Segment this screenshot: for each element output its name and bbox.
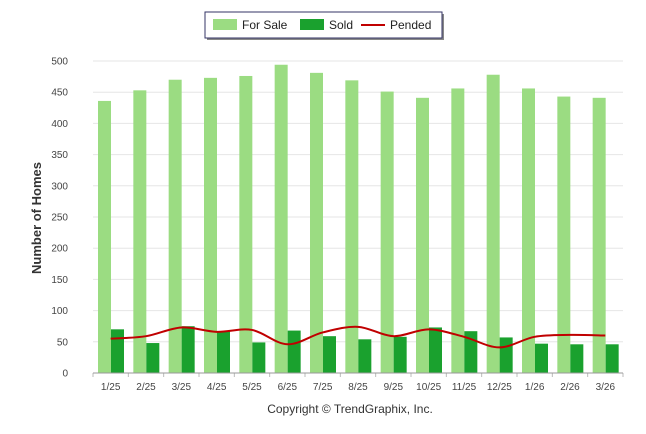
bar-sold (605, 344, 619, 373)
x-tick-label: 10/25 (416, 382, 441, 393)
bar-sold (287, 330, 301, 373)
copyright-text: Copyright © TrendGraphix, Inc. (267, 402, 433, 416)
bar-for-sale (522, 88, 535, 374)
legend-label-for-sale: For Sale (242, 18, 288, 32)
y-tick-label: 0 (62, 369, 68, 380)
legend-label-pended: Pended (390, 18, 431, 32)
y-tick-label: 250 (51, 213, 68, 224)
legend-swatch-sold (300, 19, 324, 30)
x-tick-label: 2/26 (560, 382, 580, 393)
x-tick-label: 1/25 (101, 382, 121, 393)
bar-sold (323, 336, 336, 373)
bar-for-sale (98, 100, 111, 373)
bar-for-sale (486, 74, 500, 373)
x-tick-label: 11/25 (452, 382, 477, 393)
x-tick-label: 2/25 (136, 382, 156, 393)
bar-for-sale (168, 79, 182, 373)
bar-sold (181, 326, 195, 373)
pended-line (110, 325, 606, 349)
bar-sold (499, 337, 513, 373)
y-tick-label: 400 (51, 119, 68, 130)
x-tick-label: 8/25 (348, 382, 368, 393)
y-tick-label: 500 (51, 57, 68, 68)
bar-for-sale (133, 90, 147, 373)
legend-label-sold: Sold (329, 18, 353, 32)
pended-line-layer (110, 325, 606, 349)
bar-for-sale (204, 77, 217, 374)
bar-for-sale (592, 97, 606, 373)
bar-sold (358, 339, 372, 373)
x-tick-label: 3/26 (596, 382, 616, 393)
bar-sold (393, 336, 407, 373)
bar-for-sale (345, 80, 359, 374)
y-tick-label: 50 (57, 337, 69, 348)
bar-sold (146, 343, 160, 373)
legend: For Sale Sold Pended (204, 11, 444, 40)
x-tick-label: 12/25 (487, 382, 512, 393)
bar-sold (217, 331, 230, 373)
y-tick-label: 100 (51, 306, 68, 317)
x-tick-label: 4/25 (207, 382, 227, 393)
bar-sold (111, 329, 124, 373)
bar-sold (570, 344, 584, 373)
y-tick-label: 150 (51, 275, 68, 286)
bar-sold (464, 331, 478, 373)
legend-swatch-for-sale (213, 19, 237, 30)
y-tick-label: 450 (51, 88, 68, 99)
x-tick-label: 1/26 (525, 382, 545, 393)
bar-sold (535, 343, 548, 373)
bar-for-sale (239, 75, 253, 373)
x-tick-label: 3/25 (172, 382, 192, 393)
bars (98, 64, 619, 374)
bar-for-sale (416, 97, 429, 373)
bar-for-sale (451, 88, 465, 374)
x-tick-label: 7/25 (313, 382, 333, 393)
bar-sold (429, 327, 442, 373)
y-tick-label: 200 (51, 244, 68, 255)
bar-for-sale (274, 64, 288, 373)
x-tick-label: 9/25 (384, 382, 404, 393)
x-axis-ticks: 1/25 2/25 3/25 4/25 5/25 6/25 7/25 8/25 9/25 10/2… (92, 373, 624, 393)
x-tick-label: 6/25 (278, 382, 298, 393)
y-axis-ticks: 0 50 100 150 200 250 300 350 400 450 500 (51, 57, 68, 380)
y-tick-label: 350 (51, 150, 68, 161)
y-axis-title: Number of Homes (29, 162, 44, 274)
bar-for-sale (380, 91, 394, 374)
bar-sold (252, 342, 266, 373)
legend-items: For Sale Sold Pended (213, 18, 431, 32)
x-tick-label: 5/25 (242, 382, 262, 393)
y-tick-label: 300 (51, 181, 68, 192)
bar-for-sale (557, 96, 571, 374)
bar-for-sale (310, 72, 323, 373)
